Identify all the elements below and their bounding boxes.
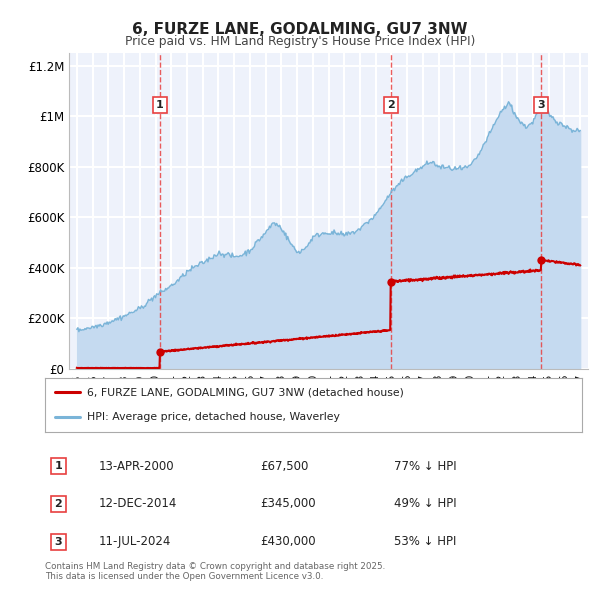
Text: HPI: Average price, detached house, Waverley: HPI: Average price, detached house, Wave… [87,412,340,422]
Text: 12-DEC-2014: 12-DEC-2014 [98,497,177,510]
Text: 6, FURZE LANE, GODALMING, GU7 3NW (detached house): 6, FURZE LANE, GODALMING, GU7 3NW (detac… [87,387,404,397]
Text: 13-APR-2000: 13-APR-2000 [98,460,175,473]
Text: 6, FURZE LANE, GODALMING, GU7 3NW: 6, FURZE LANE, GODALMING, GU7 3NW [132,22,468,37]
Text: Contains HM Land Registry data © Crown copyright and database right 2025.
This d: Contains HM Land Registry data © Crown c… [45,562,385,581]
Text: 3: 3 [55,537,62,547]
Text: 1: 1 [55,461,62,471]
Text: 11-JUL-2024: 11-JUL-2024 [98,536,171,549]
Text: Price paid vs. HM Land Registry's House Price Index (HPI): Price paid vs. HM Land Registry's House … [125,35,475,48]
Text: 2: 2 [387,100,394,110]
Text: £67,500: £67,500 [260,460,308,473]
Text: 3: 3 [538,100,545,110]
Text: £345,000: £345,000 [260,497,316,510]
Text: 1: 1 [156,100,164,110]
Text: £430,000: £430,000 [260,536,316,549]
Text: 53% ↓ HPI: 53% ↓ HPI [394,536,457,549]
Text: 2: 2 [55,499,62,509]
Text: 49% ↓ HPI: 49% ↓ HPI [394,497,457,510]
Text: 77% ↓ HPI: 77% ↓ HPI [394,460,457,473]
